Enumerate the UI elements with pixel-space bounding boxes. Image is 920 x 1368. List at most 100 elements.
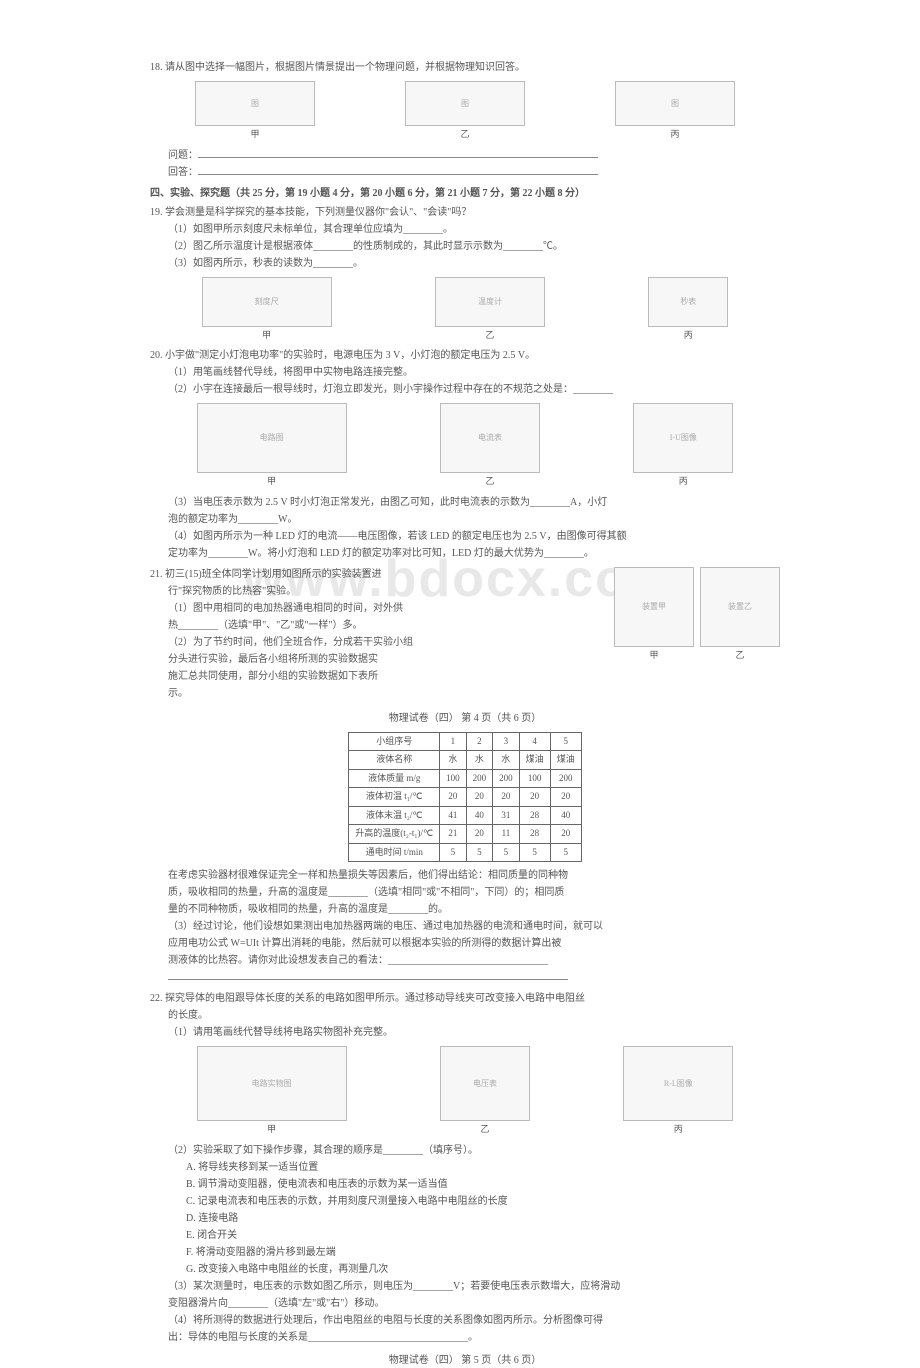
q18-img-3: 图	[615, 81, 735, 126]
q19-cap-3: 丙	[648, 329, 728, 343]
blank	[198, 148, 598, 158]
question-21: 21. 初三(15)班全体同学计划用如图所示的实验装置进 行"探究物质的比热容"…	[150, 567, 780, 986]
q19-img-3: 秒表	[648, 277, 728, 327]
q18-ask2: 回答：	[150, 165, 780, 180]
q22-img-2: 电压表	[440, 1046, 530, 1121]
cell: 20	[440, 788, 467, 807]
q19-img-1: 刻度尺	[202, 277, 332, 327]
q20-s4b: 定功率为________W。将小灯泡和 LED 灯的额定功率对比可知，LED 灯…	[150, 546, 780, 561]
th: 5	[550, 732, 581, 751]
q19-cap-2: 乙	[435, 329, 545, 343]
cell: 升高的温度(t₂-t₁)/℃	[349, 825, 440, 844]
q21-s3b: 质，吸收相同的热量，升高的温度是________（选填"相同"或"不相同"，下同…	[150, 885, 780, 900]
th: 1	[440, 732, 467, 751]
question-20: 20. 小宇做"测定小灯泡电功率"的实验时，电源电压为 3 V，小灯泡的额定电压…	[150, 348, 780, 561]
cell: 31	[493, 806, 520, 825]
th: 4	[519, 732, 550, 751]
cell: 5	[519, 843, 550, 862]
q22-opt-a: A. 将导线夹移到某一适当位置	[186, 1160, 780, 1175]
cell: 通电时间 t/min	[349, 843, 440, 862]
q21-cap-2: 乙	[700, 649, 780, 663]
q22-opt-d: D. 连接电路	[186, 1211, 780, 1226]
blank	[198, 165, 598, 175]
q20-s2: （2）小宇在连接最后一根导线时，灯泡立即发光，则小宇操作过程中存在的不规范之处是…	[150, 382, 780, 397]
table-row: 小组序号 1 2 3 4 5	[349, 732, 581, 751]
q21-s2d: 示。	[150, 686, 606, 701]
section-4-title: 四、实验、探究题（共 25 分，第 19 小题 4 分，第 20 小题 6 分，…	[150, 186, 780, 201]
q21-s4b: 应用电功公式 W=UIt 计算出消耗的电能，然后就可以根据本实验的所测得的数据计…	[150, 936, 780, 951]
cell: 20	[466, 825, 493, 844]
q22-stem: 22. 探究导体的电阻跟导体长度的关系的电路如图甲所示。通过移动导线夹可改变接入…	[150, 991, 780, 1006]
cell: 41	[440, 806, 467, 825]
q22-s4a: （4）将所测得的数据进行处理后，作出电阻丝的电阻与长度的关系图像如图丙所示。分析…	[150, 1313, 780, 1328]
cell: 200	[466, 769, 493, 788]
cell: 煤油	[519, 751, 550, 770]
q22-cap-1: 甲	[197, 1123, 347, 1137]
q19-stem: 19. 学会测量是科学探究的基本技能，下列测量仪器你"会认"、"会读"吗？	[150, 205, 780, 220]
q22-stem2: 的长度。	[150, 1008, 780, 1023]
q21-table: 小组序号 1 2 3 4 5 液体名称水水水煤油煤油 液体质量 m/g10020…	[348, 732, 581, 863]
cell: 5	[493, 843, 520, 862]
q21-cap-1: 甲	[614, 649, 694, 663]
cell: 20	[466, 788, 493, 807]
cell: 20	[519, 788, 550, 807]
q18-img-1: 图	[195, 81, 315, 126]
q21-s4c: 测液体的比热容。请你对此设想发表自己的看法：__________________…	[150, 953, 780, 968]
cell: 水	[493, 751, 520, 770]
table-row: 液体初温 t₁/℃2020202020	[349, 788, 581, 807]
q20-img-1: 电路图	[197, 403, 347, 473]
q22-cap-3: 丙	[623, 1123, 733, 1137]
table-row: 液体末温 t₂/℃4140312840	[349, 806, 581, 825]
q21-stem: 21. 初三(15)班全体同学计划用如图所示的实验装置进	[150, 567, 606, 582]
q22-cap-2: 乙	[440, 1123, 530, 1137]
q22-opt-e: E. 闭合开关	[186, 1228, 780, 1243]
q21-s2c: 施汇总共同使用，部分小组的实验数据如下表所	[150, 669, 606, 684]
cell: 液体名称	[349, 751, 440, 770]
q18-cap-2: 乙	[405, 128, 525, 142]
q20-s3a: （3）当电压表示数为 2.5 V 时小灯泡正常发光，由图乙可知，此时电流表的示数…	[150, 495, 780, 510]
q19-s2: （2）图乙所示温度计是根据液体________的性质制成的，其此时显示示数为__…	[150, 239, 780, 254]
q19-s3: （3）如图丙所示，秒表的读数为________。	[150, 256, 780, 271]
q22-img-1: 电路实物图	[197, 1046, 347, 1121]
q18-ask2-label: 回答：	[168, 167, 198, 178]
cell: 200	[493, 769, 520, 788]
q21-img-2: 装置乙	[700, 567, 780, 647]
th: 3	[493, 732, 520, 751]
q18-stem: 18. 请从图中选择一幅图片，根据图片情景提出一个物理问题，并根据物理知识回答。	[150, 60, 780, 75]
q19-img-2: 温度计	[435, 277, 545, 327]
cell: 40	[466, 806, 493, 825]
q22-opt-c: C. 记录电流表和电压表的示数，并用刻度尺测量接入电路中电阻丝的长度	[186, 1194, 780, 1209]
q20-images: 电路图 甲 电流表 乙 I-U图像 丙	[150, 403, 780, 489]
q18-img-2: 图	[405, 81, 525, 126]
th: 2	[466, 732, 493, 751]
table-row: 液体名称水水水煤油煤油	[349, 751, 581, 770]
q22-s2: （2）实验采取了如下操作步骤，其合理的顺序是________（填序号）。	[150, 1143, 780, 1158]
cell: 液体初温 t₁/℃	[349, 788, 440, 807]
q21-s1b: 热________（选填"甲"、"乙"或"一样"）多。	[150, 618, 606, 633]
cell: 28	[519, 806, 550, 825]
q20-cap-3: 丙	[633, 475, 733, 489]
blank	[168, 970, 568, 980]
q19-s1: （1）如图甲所示刻度尺未标单位，其合理单位应填为________。	[150, 222, 780, 237]
th: 小组序号	[349, 732, 440, 751]
q21-stem2: 行"探究物质的比热容"实验。	[150, 584, 606, 599]
cell: 液体末温 t₂/℃	[349, 806, 440, 825]
cell: 20	[550, 788, 581, 807]
q22-opt-b: B. 调节滑动变阻器，使电流表和电压表的示数为某一适当值	[186, 1177, 780, 1192]
q18-ask1: 问题：	[150, 148, 780, 163]
q22-s3a: （3）某次测量时，电压表的示数如图乙所示，则电压为________V；若要使电压…	[150, 1279, 780, 1294]
page-content: 18. 请从图中选择一幅图片，根据图片情景提出一个物理问题，并根据物理知识回答。…	[150, 60, 780, 1368]
cell: 100	[440, 769, 467, 788]
cell: 5	[440, 843, 467, 862]
table-row: 通电时间 t/min55555	[349, 843, 581, 862]
q22-img-3: R-L图像	[623, 1046, 733, 1121]
q20-cap-1: 甲	[197, 475, 347, 489]
q21-s2b: 分头进行实验，最后各小组将所测的实验数据实	[150, 652, 606, 667]
cell: 5	[466, 843, 493, 862]
cell: 20	[493, 788, 520, 807]
q20-cap-2: 乙	[440, 475, 540, 489]
q21-s3c: 量的不同种物质，吸收相同的热量，升高的温度是________的。	[150, 902, 780, 917]
question-18: 18. 请从图中选择一幅图片，根据图片情景提出一个物理问题，并根据物理知识回答。…	[150, 60, 780, 180]
table-row: 液体质量 m/g100200200100200	[349, 769, 581, 788]
cell: 煤油	[550, 751, 581, 770]
